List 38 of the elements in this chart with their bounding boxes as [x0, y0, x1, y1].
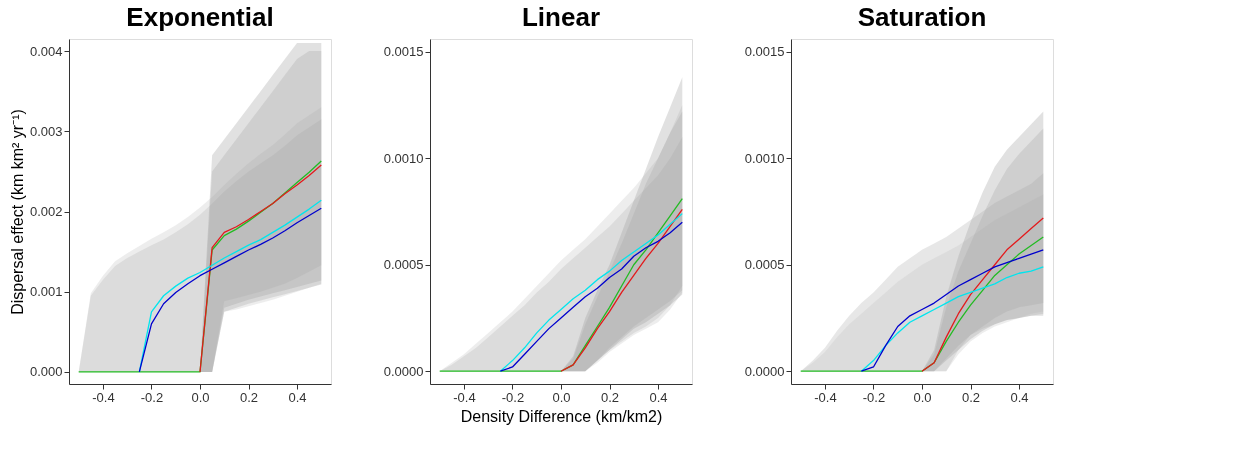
- line-series: [921, 217, 1044, 372]
- y-tick-label: 0.0010: [744, 150, 785, 166]
- y-tick-label: 0.0015: [383, 44, 424, 60]
- y-tick-label: 0.003: [29, 123, 63, 139]
- x-tick-label: 0.2: [961, 389, 981, 405]
- line-series: [439, 198, 683, 372]
- y-tick-label: 0.004: [29, 43, 63, 59]
- x-tick-label: 0.0: [913, 389, 932, 405]
- y-tick-label: 0.000: [29, 364, 63, 380]
- y-axis-title: Dispersal effect (km km² yr⁻¹): [8, 109, 26, 315]
- chart-title: Saturation: [857, 2, 987, 32]
- y-tick-label: 0.0005: [744, 257, 785, 273]
- y-tick-label: 0.002: [29, 204, 63, 219]
- chart-title: Linear: [521, 2, 601, 32]
- chart-title: Exponential: [126, 2, 274, 32]
- line-series: [560, 208, 683, 372]
- x-tick-label: 0.4: [649, 389, 668, 405]
- x-tick-label: 0.0: [191, 389, 210, 405]
- x-tick-label: 0.4: [1010, 389, 1029, 405]
- x-tick-label: -0.4: [453, 389, 476, 405]
- x-tick-label: 0.4: [288, 389, 307, 405]
- x-tick-label: 0.2: [600, 389, 620, 405]
- y-tick-label: 0.0010: [383, 150, 424, 166]
- x-axis-title: Density Difference (km/km2): [460, 407, 663, 425]
- x-tick-label: 0.2: [239, 389, 259, 405]
- y-tick-label: 0.0005: [383, 257, 424, 273]
- x-tick-label: -0.4: [814, 389, 837, 405]
- line-series: [199, 164, 322, 373]
- line-series: [800, 236, 1044, 372]
- y-tick-label: 0.0015: [744, 44, 785, 60]
- y-tick-label: 0.0000: [744, 363, 785, 379]
- y-tick-label: 0.001: [29, 284, 63, 300]
- x-tick-label: -0.2: [862, 389, 886, 405]
- x-tick-label: -0.2: [140, 389, 164, 405]
- y-tick-label: 0.0000: [383, 363, 424, 379]
- x-tick-label: 0.0: [552, 389, 571, 405]
- x-tick-label: -0.2: [501, 389, 525, 405]
- x-tick-label: -0.4: [92, 389, 115, 405]
